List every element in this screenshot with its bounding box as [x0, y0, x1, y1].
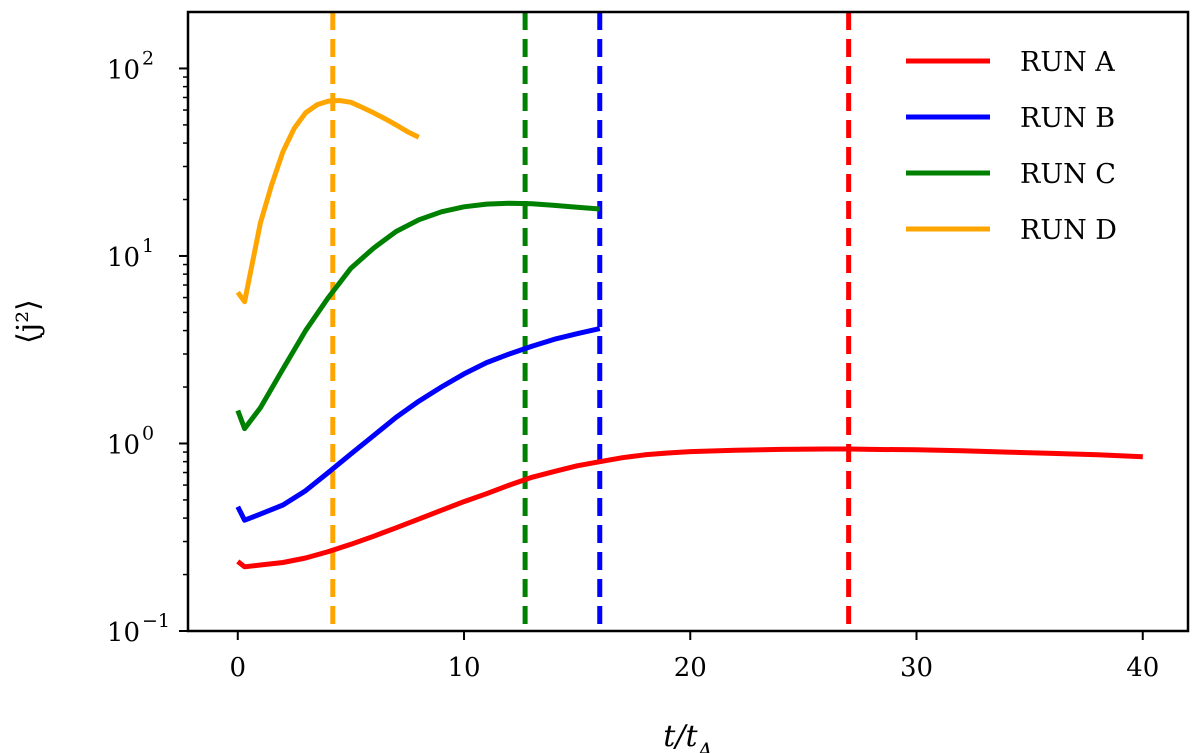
plot-area [235, 12, 1143, 631]
y-tick-exponent: 1 [142, 235, 154, 257]
legend-label: RUN A [1020, 47, 1115, 78]
y-tick-exponent: 2 [142, 47, 154, 69]
x-tick-label: 30 [900, 653, 933, 683]
series-line-run-b [235, 326, 601, 523]
plot-frame [186, 10, 1190, 633]
y-tick-exponent: 0 [142, 422, 154, 444]
y-tick-label: 10 [107, 430, 140, 460]
y-tick-label: 10 [107, 55, 140, 85]
x-axis-label: t/tA [663, 719, 712, 753]
x-tick-label: 0 [230, 653, 247, 683]
x-tick-label: 10 [447, 653, 480, 683]
series-line-run-a [236, 446, 1143, 570]
legend-label: RUN D [1020, 215, 1117, 246]
x-tick-label: 40 [1126, 653, 1159, 683]
vertical-markers [330, 12, 852, 631]
x-tick-label: 20 [674, 653, 707, 683]
x-axis-ticks: 0 10 20 30 40 [230, 631, 1159, 683]
series-line-run-d [235, 98, 420, 305]
series-lines [235, 98, 1143, 570]
y-tick-exponent: −1 [142, 610, 170, 632]
legend: RUN A RUN B RUN C RUN D [906, 47, 1117, 246]
legend-label: RUN C [1020, 159, 1116, 190]
series-line-run-c [235, 200, 600, 432]
y-tick-label: 10 [107, 243, 140, 273]
y-axis-label: ⟨j²⟩ [11, 299, 46, 344]
y-tick-label: 10 [107, 618, 140, 648]
legend-label: RUN B [1020, 103, 1115, 134]
